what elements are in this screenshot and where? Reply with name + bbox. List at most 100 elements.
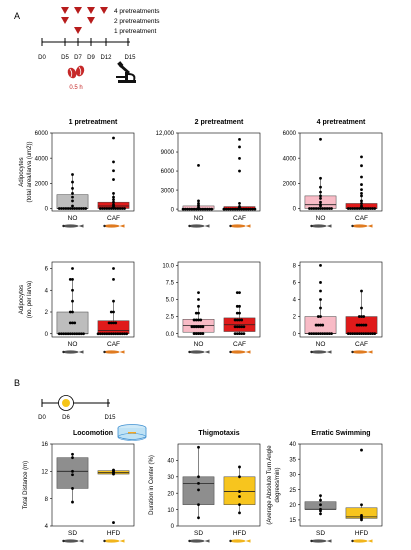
data-point [312,207,316,210]
data-point [238,511,241,515]
timeline-b-day-15: D15 [104,415,116,421]
y-tick-label: 25 [289,488,296,494]
data-point [190,207,194,211]
data-point [71,207,74,210]
y-tick-label: 7.5 [166,281,175,287]
data-point [60,332,63,336]
data-point [208,207,211,211]
data-point [319,281,322,284]
data-point [112,299,115,303]
x-category-label: NO [68,341,78,348]
y-axis-label: degrees/min) [275,467,281,502]
data-point [319,176,322,180]
data-point [238,156,241,160]
data-point [238,169,241,173]
data-point [199,318,203,322]
x-category-label: SD [194,530,203,537]
data-point [112,203,115,207]
timeline-day-0: D0 [38,55,46,61]
data-point [235,311,239,315]
data-point [360,155,363,159]
y-tick-label: 35 [289,457,296,463]
data-point [112,200,115,204]
data-point [355,207,359,210]
data-point [353,207,357,210]
data-point [242,332,246,335]
timeline-day-15: D15 [124,55,136,61]
data-point [242,207,246,211]
data-point [68,207,72,210]
data-point [112,277,115,281]
chart-7: Locomotion 4 8 12 16 Total Distance (m) SD HFD [23,430,135,543]
data-point [325,332,329,335]
timeline-b-day-0: D0 [38,415,46,421]
larva-eye [62,539,65,543]
data-point [112,178,115,181]
y-axis-label: Duration in Center (%) [149,455,155,515]
data-point [107,207,111,210]
data-point [71,204,74,208]
data-point [366,332,370,335]
y-tick-label: 2000 [35,182,49,188]
y-tick-label: 2 [45,310,49,316]
data-point [197,311,200,315]
data-point [77,207,81,210]
legend-2-pretreatments: 2 pretreatments [114,18,160,25]
data-point [112,521,115,524]
y-tick-label: 16 [41,442,48,448]
plot-frame [51,261,135,338]
data-point [197,201,200,205]
x-category-label: CAF [355,341,368,348]
data-point [112,160,115,164]
data-point [362,315,366,318]
data-point [360,188,363,192]
larva-tail [119,224,125,228]
larva-eye [351,350,354,354]
plot-frame [51,443,135,527]
larva-icon [310,224,327,228]
data-point [197,516,200,520]
data-point [362,323,366,327]
data-point [233,318,237,322]
data-point [105,332,109,336]
larva-tail [204,224,210,228]
data-point [319,264,322,267]
data-point [233,325,237,329]
y-tick-label: 20 [289,503,296,509]
larva-eye [188,224,191,228]
data-point [244,207,248,211]
data-point [238,475,241,479]
data-point [120,207,124,210]
data-point [199,325,203,329]
x-category-label: NO [68,215,78,222]
data-point [371,207,374,210]
data-point [360,332,363,335]
chart-6: 0 2 4 6 8 NO CAF [293,261,383,354]
y-tick-label: 15 [289,518,296,524]
data-point [360,306,363,310]
data-point [316,315,320,318]
larva-tail [326,539,332,543]
data-point [68,332,72,336]
x-category-label: NO [316,215,326,222]
data-point [316,323,320,327]
data-point [330,207,333,210]
data-point [319,190,322,194]
data-point [364,207,368,210]
larva-tail [245,350,251,354]
data-point [319,315,322,318]
data-point [66,207,70,210]
larva-icon [103,224,120,228]
data-point [319,289,322,293]
y-tick-label: 0 [293,332,297,338]
data-point [114,332,118,336]
data-point [364,323,368,327]
data-point [368,332,372,335]
data-point [346,332,350,335]
data-point [353,332,357,335]
data-point [201,325,205,329]
larva-tail [119,539,125,543]
y-tick-label: 2000 [283,182,297,188]
